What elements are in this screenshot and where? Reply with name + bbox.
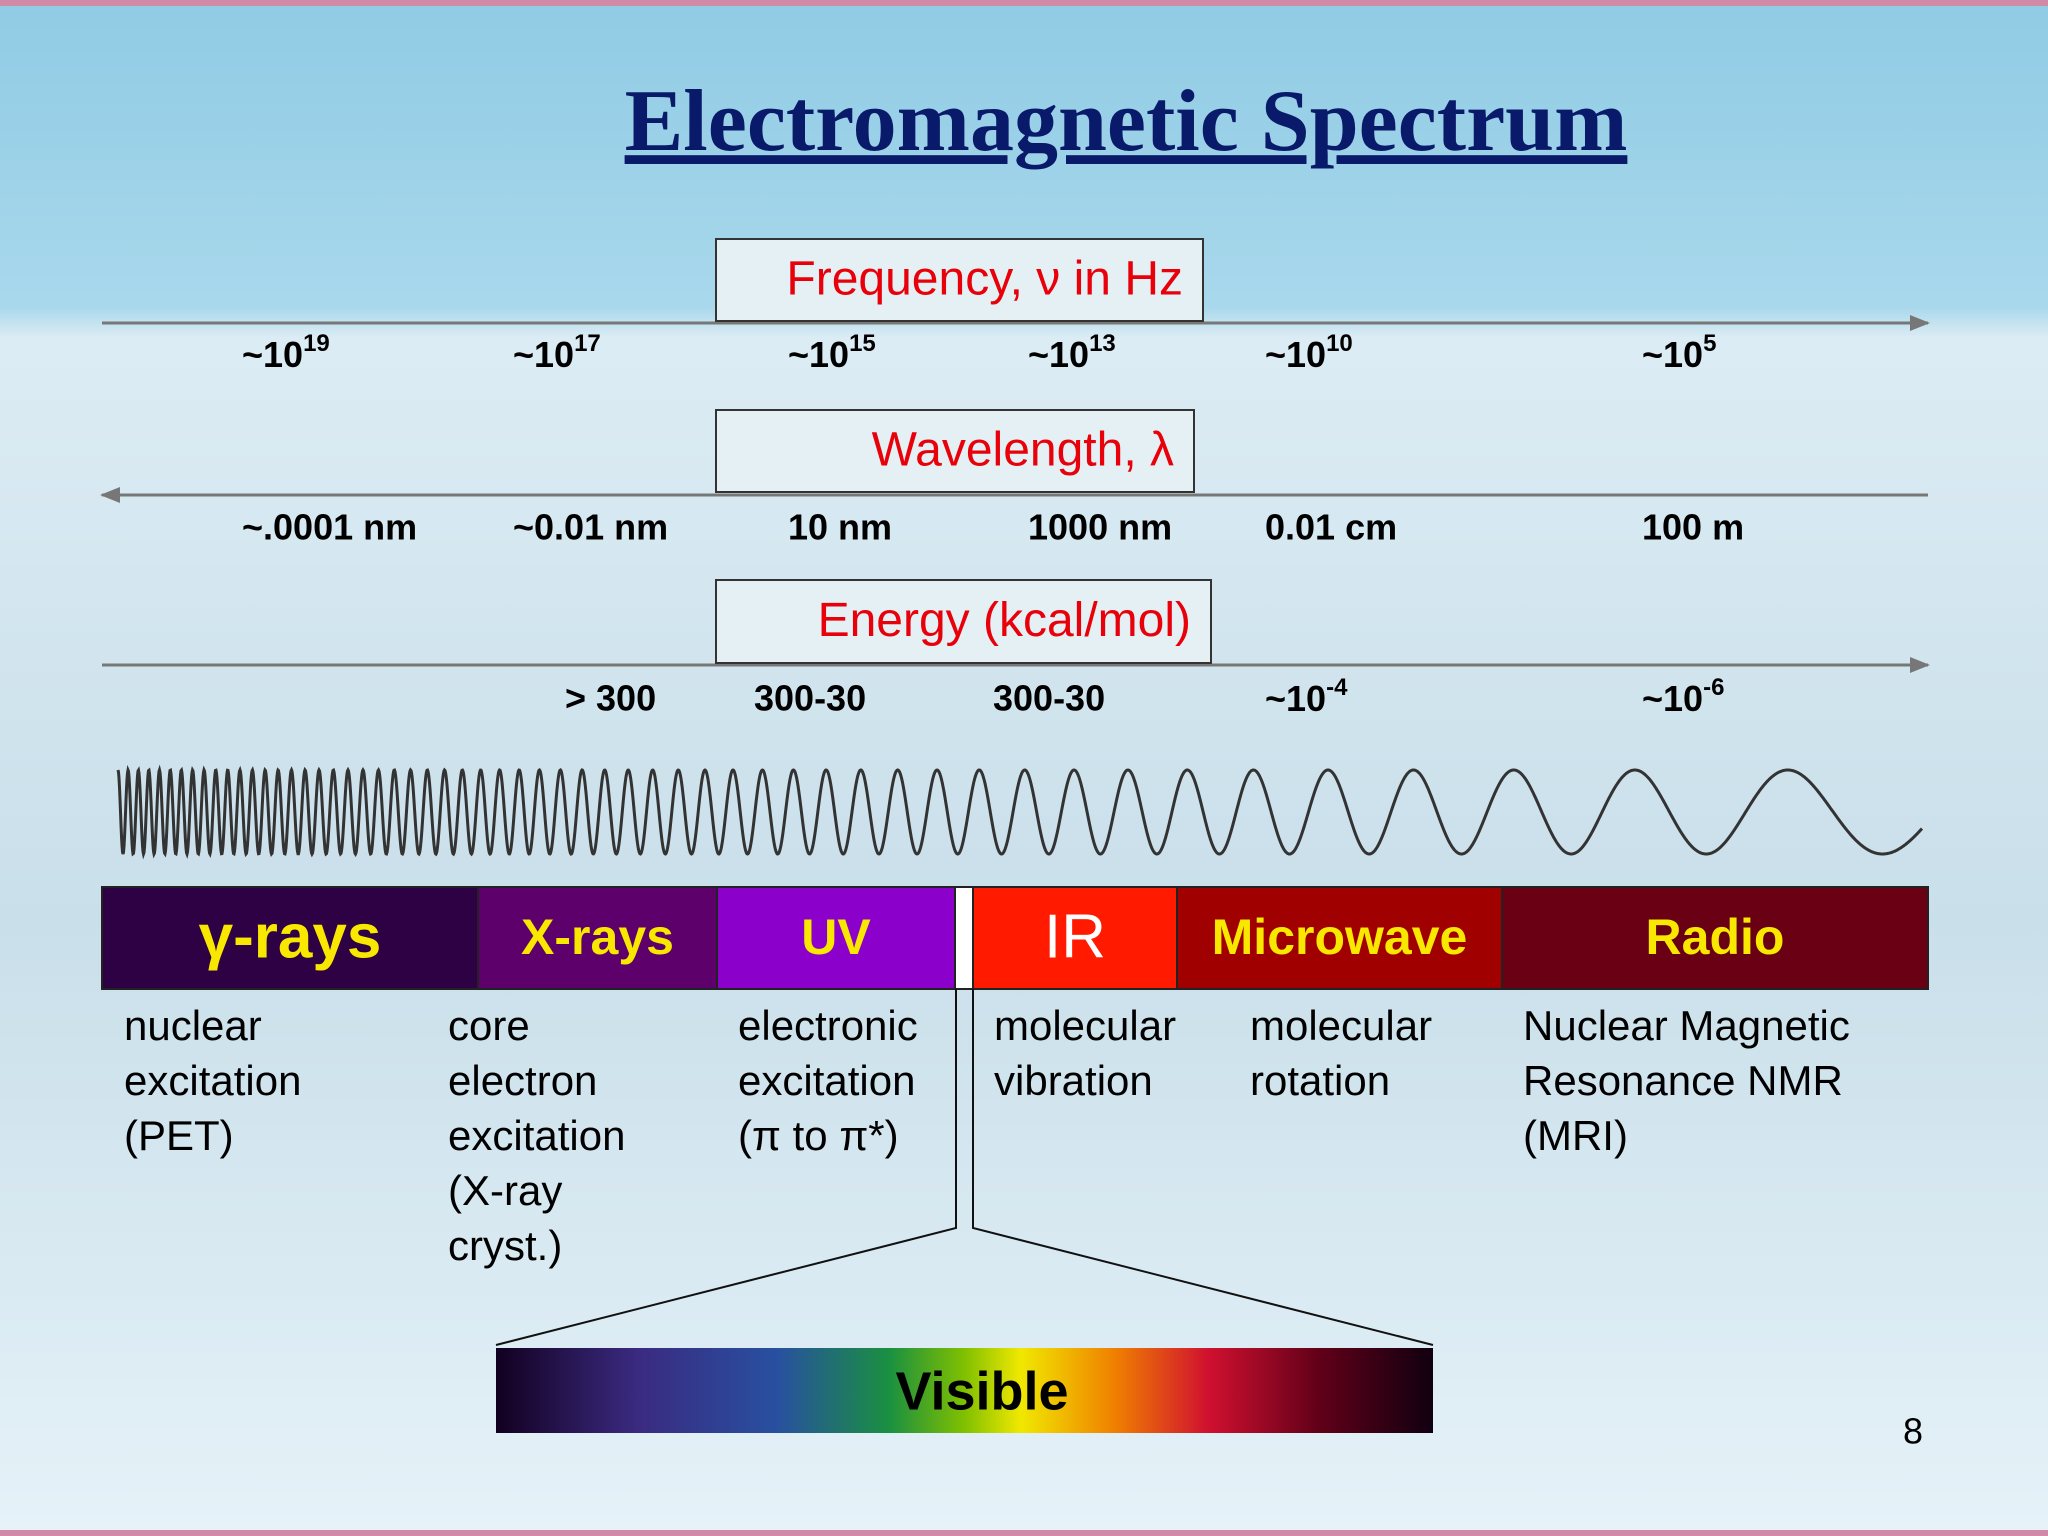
arrow-head	[1910, 315, 1930, 331]
band	[101, 886, 479, 990]
scale-value: ~1019	[242, 330, 330, 374]
page-number: 8	[1903, 1411, 1923, 1452]
scale-value: ~0.01 nm	[513, 507, 668, 548]
scale-value: 300-30	[993, 678, 1105, 719]
zoom-line	[495, 989, 957, 1346]
visible-label: Visible	[895, 1361, 1068, 1421]
bottom-border	[0, 1530, 2048, 1536]
band-description: nuclear	[124, 1002, 262, 1049]
scale-value-base: ~10	[1028, 334, 1089, 375]
scale-value-exponent: 17	[574, 330, 601, 357]
scale-value: ~1015	[788, 330, 876, 374]
scale-value-exponent: 15	[849, 330, 876, 357]
scale-value: > 300	[565, 678, 656, 719]
band-description: (π to π*)	[738, 1112, 899, 1159]
scale-label: Wavelength, λ	[872, 424, 1174, 477]
band-description: Nuclear Magnetic	[1523, 1002, 1850, 1049]
wave	[116, 764, 1924, 860]
band-description: rotation	[1250, 1057, 1390, 1104]
scale-value: ~10-4	[1265, 674, 1348, 718]
band	[477, 886, 718, 990]
scale-value-exponent: -4	[1326, 674, 1348, 701]
band-description: excitation	[738, 1057, 915, 1104]
scale-value-base: ~10	[1642, 334, 1703, 375]
scale-value-base: ~10	[242, 334, 303, 375]
band-description: (MRI)	[1523, 1112, 1628, 1159]
scale-value-exponent: 5	[1703, 330, 1716, 357]
band-label: Radio	[1646, 909, 1785, 965]
band-label: γ-rays	[199, 902, 382, 971]
band	[716, 886, 956, 990]
scale-value-exponent: 10	[1326, 330, 1353, 357]
scale-label: Frequency, ν in Hz	[786, 253, 1183, 306]
band-description: molecular	[1250, 1002, 1432, 1049]
arrow-head	[1910, 657, 1930, 673]
scale-value-base: ~10	[1265, 678, 1326, 719]
arrow-head	[100, 487, 120, 503]
scale-label-box	[715, 579, 1212, 664]
band-description: core	[448, 1002, 530, 1049]
band-description: molecular	[994, 1002, 1176, 1049]
scale-value: ~1017	[513, 330, 601, 374]
scale-label-box	[715, 238, 1204, 322]
scale-value: 0.01 cm	[1265, 507, 1397, 548]
band	[1176, 886, 1503, 990]
content: Frequency, ν in Hz~1019 ~1017 ~1015 ~1013 ~1…	[100, 238, 1930, 1433]
band-description: excitation	[124, 1057, 301, 1104]
band	[972, 886, 1178, 990]
band-label: X-rays	[521, 909, 674, 965]
scale-value-base: ~10	[513, 334, 574, 375]
scale-value: ~10-6	[1642, 674, 1724, 718]
scale-label-box	[715, 409, 1195, 493]
scale-value: 10 nm	[788, 507, 892, 548]
title: Electromagnetic Spectrum	[625, 73, 1628, 170]
scale-value: ~.0001 nm	[242, 507, 417, 548]
band-description: vibration	[994, 1057, 1153, 1104]
band-description: Resonance NMR	[1523, 1057, 1843, 1104]
scale-label: Energy (kcal/mol)	[818, 594, 1191, 647]
visible-bar	[496, 1348, 1433, 1433]
scale-value-exponent: 13	[1089, 330, 1116, 357]
scale-value: ~1010	[1265, 330, 1353, 374]
zoom-line	[972, 989, 1434, 1346]
band-description: (X-ray	[448, 1167, 562, 1214]
scale-value-base: ~10	[788, 334, 849, 375]
band-description: (PET)	[124, 1112, 234, 1159]
scale-value: 300-30	[754, 678, 866, 719]
scale-value-base: ~10	[1265, 334, 1326, 375]
scale-value-exponent: -6	[1703, 674, 1724, 701]
scale-value: ~1013	[1028, 330, 1116, 374]
band-label: IR	[1044, 902, 1106, 971]
scale-value: ~105	[1642, 330, 1716, 374]
band-description: excitation	[448, 1112, 625, 1159]
band-label: Microwave	[1212, 909, 1468, 965]
band-description: electronic	[738, 1002, 918, 1049]
band	[1501, 886, 1929, 990]
scale-value-base: ~10	[1642, 678, 1703, 719]
scale-value-exponent: 19	[303, 330, 330, 357]
band-label: UV	[801, 909, 871, 965]
band-description: electron	[448, 1057, 597, 1104]
band-description: cryst.)	[448, 1222, 562, 1269]
scale-value: 1000 nm	[1028, 507, 1172, 548]
top-border	[0, 0, 2048, 6]
scale-value: 100 m	[1642, 507, 1744, 548]
